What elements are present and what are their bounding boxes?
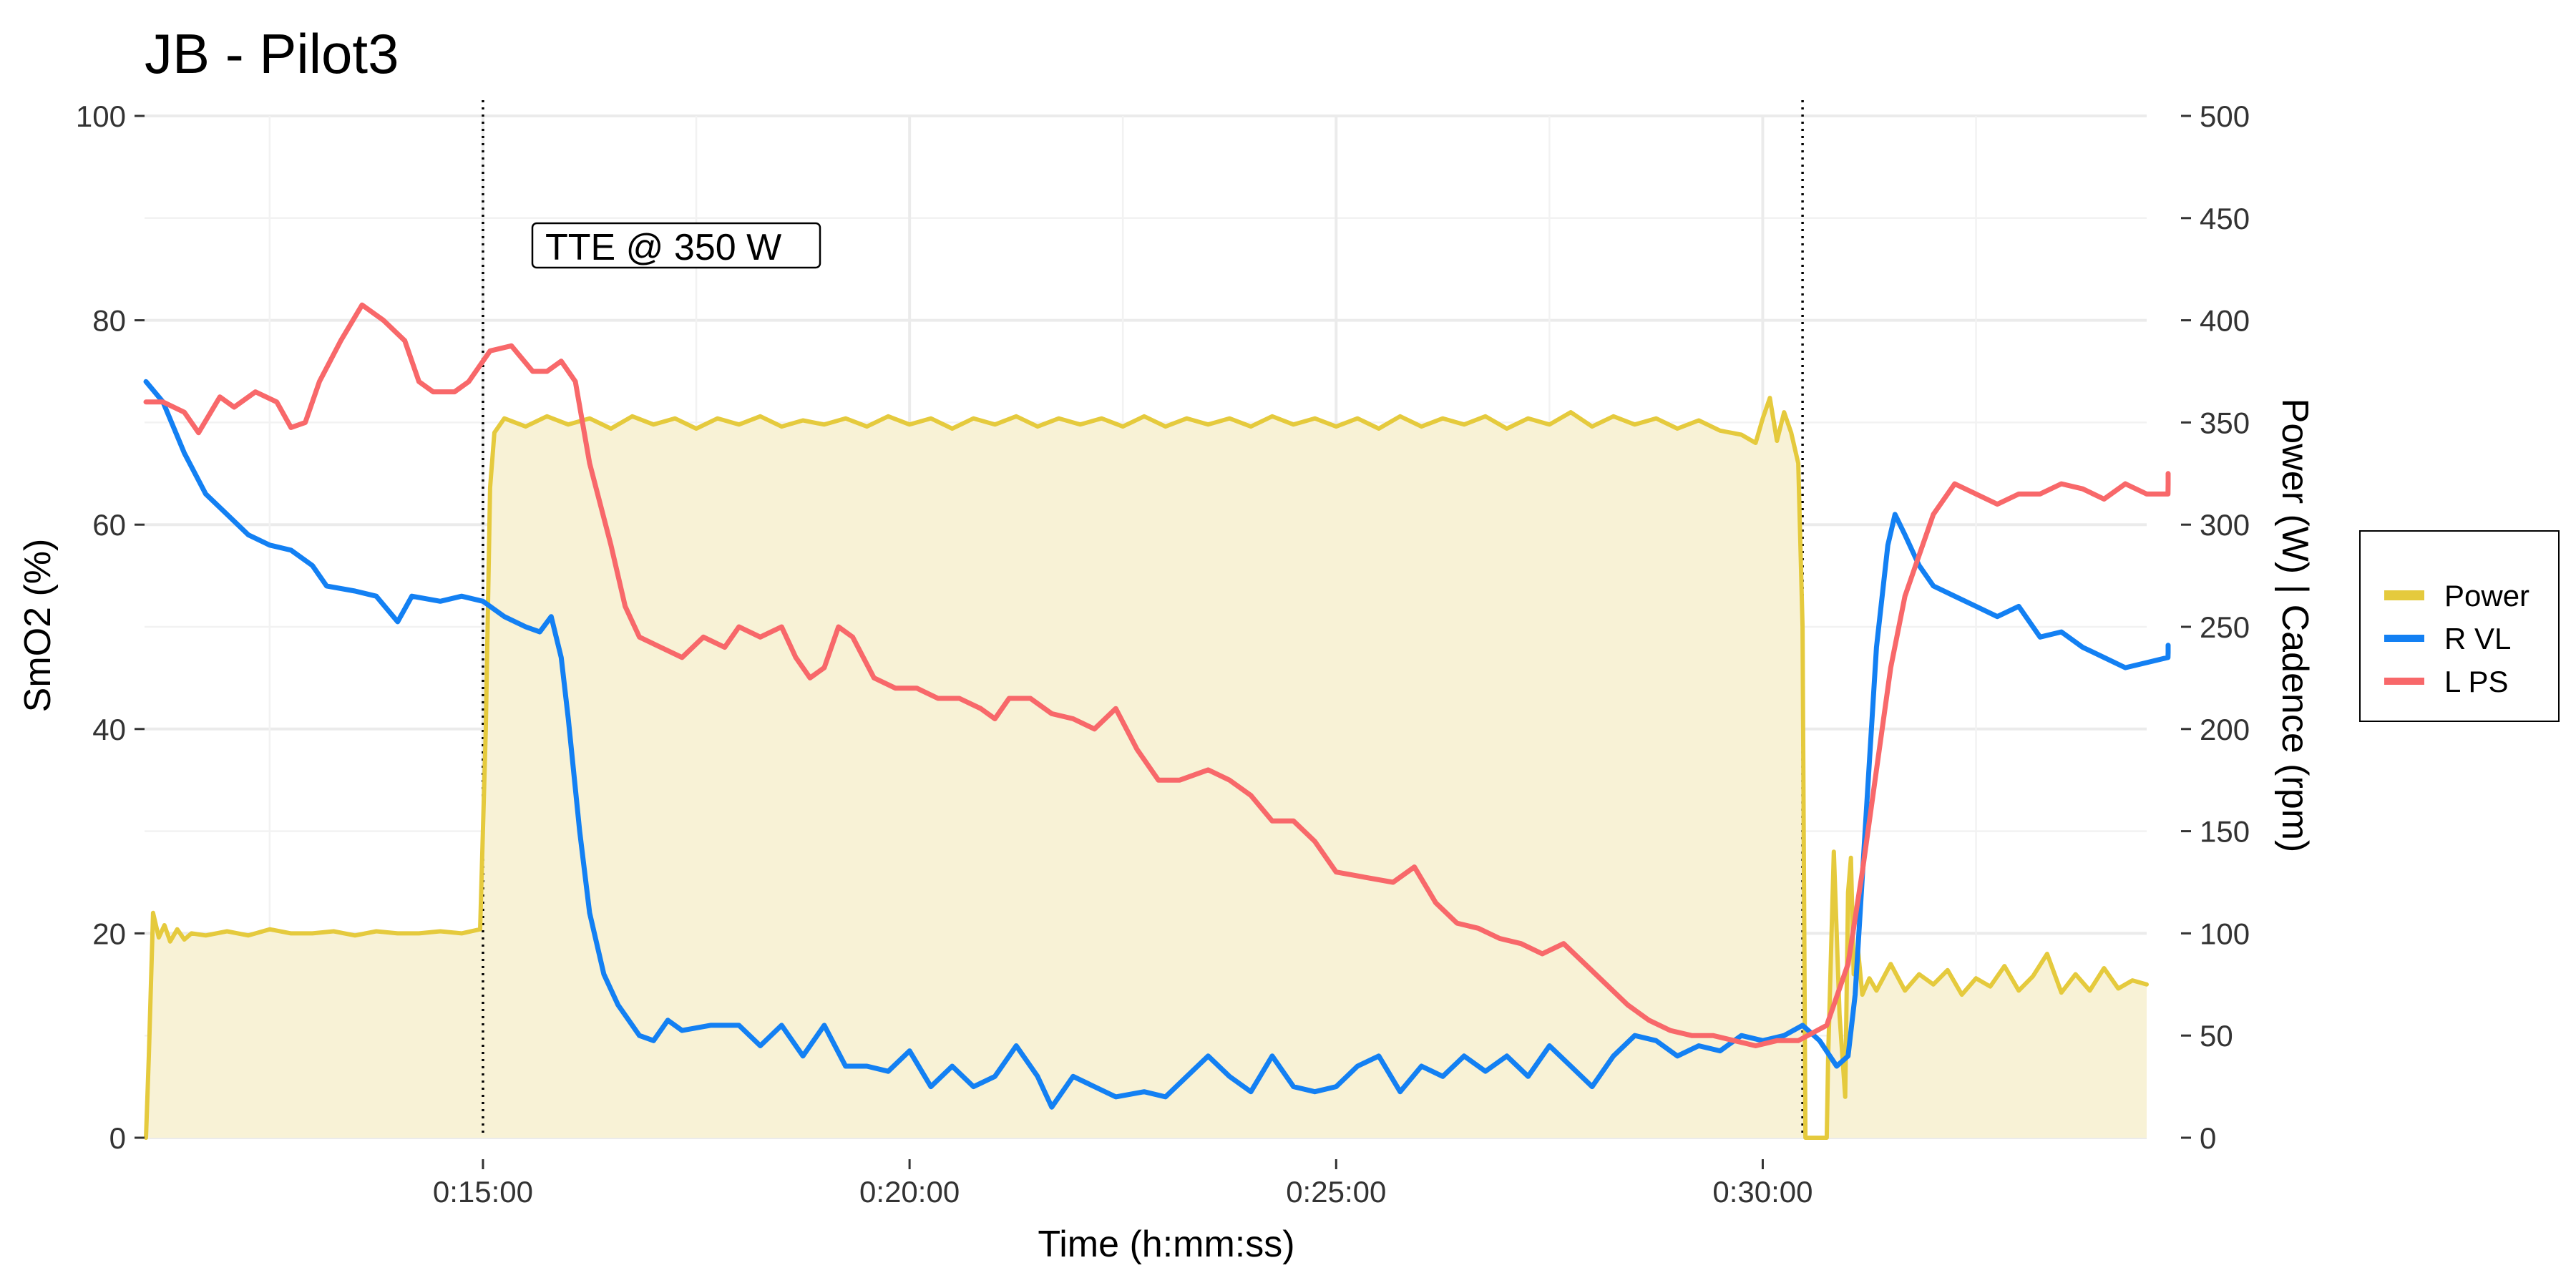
power-area xyxy=(145,398,2147,1138)
y2-tick-label: 100 xyxy=(2200,917,2250,950)
annotation-box xyxy=(531,222,821,269)
y-tick-label: 60 xyxy=(92,508,126,542)
y2-tick-label: 300 xyxy=(2200,508,2250,542)
y-tick-label: 0 xyxy=(109,1121,126,1155)
series-line-power xyxy=(144,396,2149,1140)
legend-label: Power xyxy=(2444,579,2529,613)
y-tick-label: 80 xyxy=(92,304,126,338)
y2-tick-label: 50 xyxy=(2200,1019,2233,1053)
series-line-l-ps xyxy=(143,302,2171,1048)
axes: 0 20 40 60 80 100 0 50 100 150 200 250 300 350 400 450 5… xyxy=(76,99,2250,1209)
legend-label: L PS xyxy=(2444,665,2509,698)
x-axis-title: Time (h:mm:ss) xyxy=(1038,1224,1294,1265)
y2-tick-label: 200 xyxy=(2200,713,2250,746)
y2-axis-title: Power (W) | Cadence (rpm) xyxy=(2274,399,2316,853)
x-tick-label: 0:25:00 xyxy=(1286,1175,1386,1209)
y2-tick-label: 250 xyxy=(2200,610,2250,644)
y2-tick-label: 150 xyxy=(2200,815,2250,849)
y-tick-label: 100 xyxy=(76,99,126,133)
vertical-marker-lines xyxy=(482,100,1804,1138)
y2-tick-label: 0 xyxy=(2200,1121,2216,1155)
tte-annotation: TTE @ 350 W xyxy=(531,222,821,269)
y2-tick-label: 400 xyxy=(2200,304,2250,338)
x-tick-label: 0:30:00 xyxy=(1712,1175,1813,1209)
y2-tick-label: 450 xyxy=(2200,202,2250,235)
y-tick-label: 20 xyxy=(92,917,126,950)
x-tick-label: 0:15:00 xyxy=(433,1175,533,1209)
legend: Power R VL L PS xyxy=(2359,530,2560,722)
y-tick-label: 40 xyxy=(92,713,126,746)
annotation-text: TTE @ 350 W xyxy=(545,227,781,268)
x-tick-label: 0:20:00 xyxy=(859,1175,960,1209)
series-line-r-vl xyxy=(143,379,2171,1110)
series-lines xyxy=(143,302,2171,1140)
legend-label: R VL xyxy=(2444,622,2511,655)
y2-tick-label: 500 xyxy=(2200,99,2250,133)
chart-title: JB - Pilot3 xyxy=(145,22,399,85)
y2-tick-label: 350 xyxy=(2200,406,2250,439)
power-area-layer xyxy=(145,398,2147,1138)
y-axis-title: SmO2 (%) xyxy=(17,539,59,713)
